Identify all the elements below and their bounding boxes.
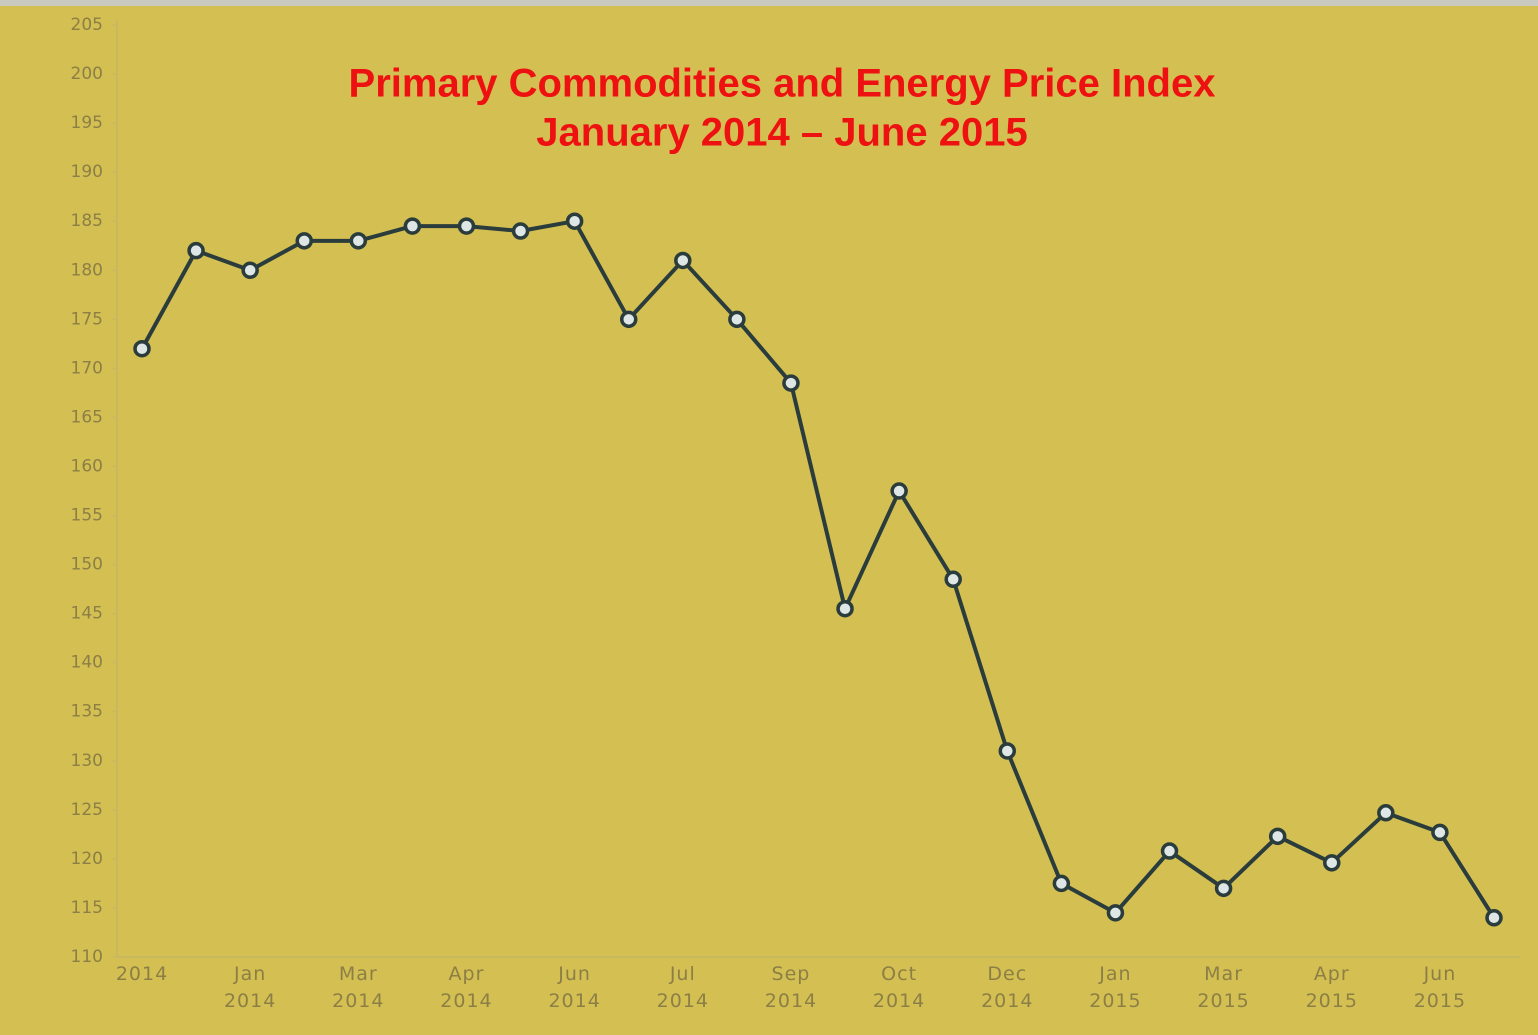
x-tick-label: Jul 2014 [656, 963, 709, 1012]
y-tick-label: 175 [71, 309, 103, 329]
point [944, 570, 962, 589]
point [511, 222, 530, 240]
y-tick-label: 195 [71, 113, 103, 133]
y-tick-label: 160 [71, 456, 103, 476]
point [1106, 904, 1125, 922]
x-tick-label: Oct 2014 [872, 963, 926, 1012]
top-strip [0, 0, 1538, 6]
chart-subtitle: January 2014 – June 2015 [536, 111, 1027, 155]
point [1485, 909, 1503, 927]
x-tick-label: Dec 2014 [981, 963, 1034, 1012]
y-tick-label: 140 [71, 653, 103, 673]
y-tick-label: 120 [71, 849, 103, 869]
x-tick-label: Jan 2014 [223, 963, 277, 1012]
point [295, 232, 313, 250]
point [1052, 874, 1071, 893]
y-tick-label: 155 [71, 506, 103, 526]
y-tick-label: 200 [71, 64, 103, 84]
chart-title: Primary Commodities and Energy Price Ind… [349, 62, 1216, 106]
y-tick-label: 150 [71, 555, 103, 575]
point [403, 217, 422, 235]
y-tick-label: 205 [71, 15, 103, 35]
point [241, 261, 259, 280]
point [1431, 823, 1449, 842]
point [674, 251, 692, 270]
x-tick-label: 2014 [115, 963, 169, 985]
x-tick-label: Jan 2015 [1089, 963, 1142, 1012]
point [782, 374, 800, 392]
y-tick-label: 130 [71, 751, 103, 771]
point [187, 241, 205, 260]
y-tick-label: 180 [71, 260, 103, 280]
x-tick-label: Mar 2015 [1197, 963, 1250, 1012]
x-tick-label: Jun 2015 [1413, 963, 1467, 1012]
y-tick-label: 125 [71, 800, 103, 820]
point [619, 310, 638, 329]
point [1214, 879, 1233, 898]
point [133, 339, 151, 358]
x-tick-label: Apr 2014 [440, 963, 493, 1012]
point [349, 232, 368, 250]
point [457, 217, 476, 235]
y-tick-label: 145 [71, 604, 103, 624]
point [836, 599, 854, 618]
y-tick-label: 190 [71, 162, 103, 182]
point [1160, 842, 1179, 860]
point [1323, 854, 1341, 872]
x-tick-label: Sep 2014 [764, 963, 818, 1012]
point [1377, 804, 1395, 822]
y-tick-label: 110 [71, 947, 103, 967]
point [565, 212, 584, 230]
point [998, 742, 1017, 760]
y-tick-label: 185 [71, 211, 103, 231]
y-tick-label: 135 [71, 702, 103, 722]
y-tick-label: 165 [71, 407, 103, 427]
y-tick-label: 170 [71, 358, 103, 378]
x-tick-label: Jun 2014 [548, 963, 601, 1012]
point [1268, 827, 1287, 846]
line [140, 219, 1496, 919]
x-tick-label: Apr 2015 [1305, 963, 1358, 1012]
y-tick-label: 115 [71, 898, 103, 918]
point [728, 310, 746, 329]
point [890, 482, 908, 500]
x-tick-label: Mar 2014 [332, 963, 385, 1012]
